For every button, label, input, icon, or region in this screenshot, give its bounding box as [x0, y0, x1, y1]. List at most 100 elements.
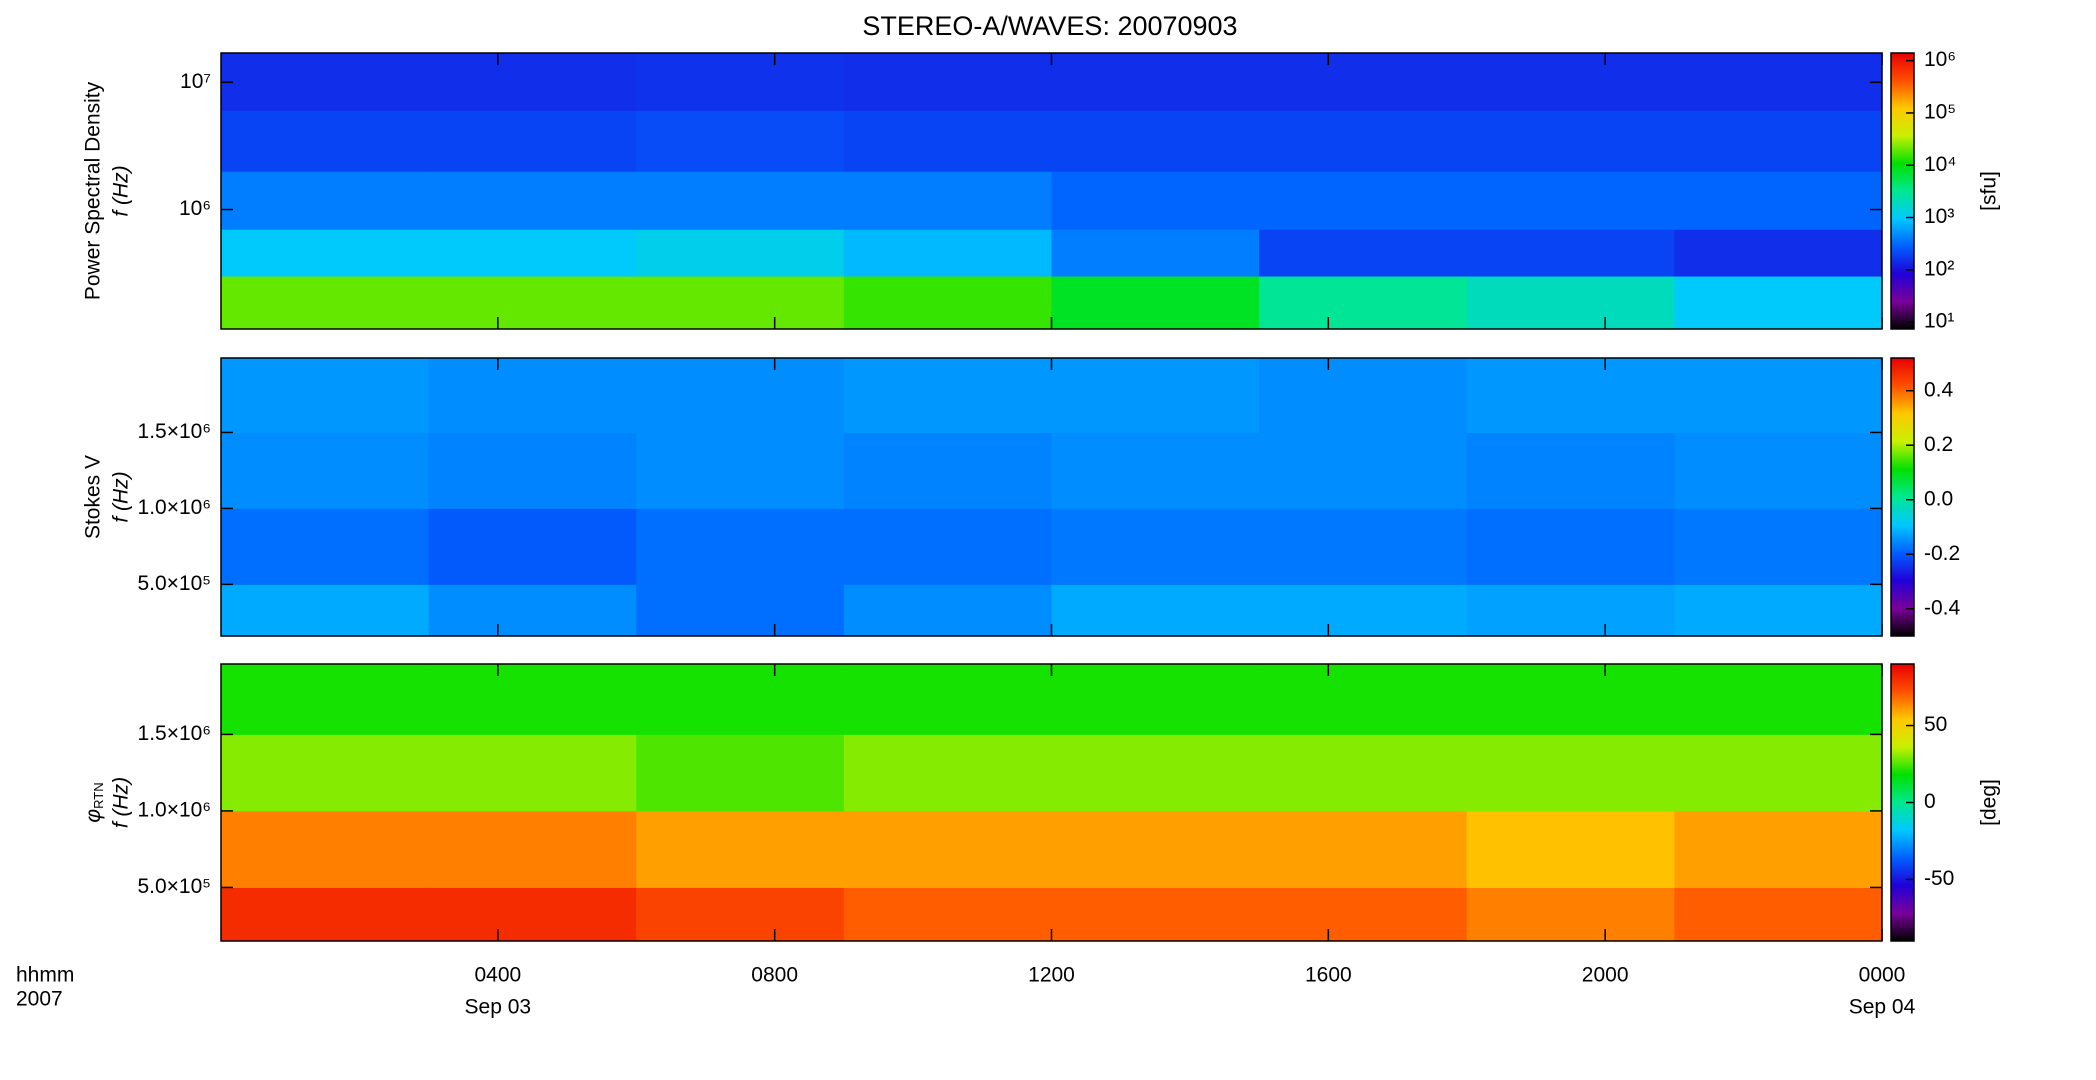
heatmap-cell [221, 508, 430, 585]
heatmap-cell [1051, 53, 1260, 112]
colorbar-tick-label: 10² [1924, 257, 1954, 280]
heatmap-cell [1674, 53, 1883, 112]
heatmap-cell [1674, 229, 1883, 277]
date-label: Sep 04 [1849, 996, 1916, 1019]
heatmap-cell [1259, 432, 1468, 509]
colorbar-tick-label: 10⁶ [1924, 48, 1956, 71]
heatmap-cell [843, 229, 1052, 277]
colorbar [1890, 357, 1915, 637]
heatmap-cell [428, 276, 637, 330]
chart-title: STEREO-A/WAVES: 20070903 [862, 11, 1237, 41]
heatmap-cell [428, 810, 637, 888]
heatmap-cell [428, 171, 637, 230]
y-tick-label: 10⁷ [180, 70, 211, 93]
y-tick-label: 1.0×10⁶ [138, 798, 211, 821]
date-label: Sep 03 [465, 996, 532, 1019]
y-axis-label: f (Hz) [110, 165, 133, 216]
heatmap-cell [221, 358, 430, 433]
heatmap-cell [428, 664, 637, 735]
heatmap-cell [1259, 584, 1468, 637]
colorbar-tick-label: -50 [1924, 867, 1954, 890]
y-axis-label: Power Spectral Density [82, 81, 105, 300]
heatmap-cell [636, 110, 845, 172]
colorbar-tick-label: 0 [1924, 790, 1936, 813]
heatmap-cell [1259, 110, 1468, 172]
colorbar-tick-label: 10⁵ [1924, 100, 1956, 123]
y-tick-label: 1.5×10⁶ [138, 420, 211, 443]
colorbar-tick-label: 10¹ [1924, 310, 1954, 333]
heatmap-cell [221, 734, 430, 812]
heatmap-cell [1051, 508, 1260, 585]
heatmap-cell [1466, 358, 1675, 433]
heatmap-cell [1466, 432, 1675, 509]
colorbar-tick-label: 10³ [1924, 205, 1954, 228]
colorbar-label: [sfu] [1978, 171, 2001, 211]
heatmap-cell [428, 229, 637, 277]
heatmap-cell [1259, 734, 1468, 812]
heatmap-cell [1051, 432, 1260, 509]
colorbar-tick-label: 0.2 [1924, 433, 1953, 456]
heatmap-cell [843, 584, 1052, 637]
heatmap-cell [1051, 171, 1260, 230]
heatmap-cell [221, 110, 430, 172]
heatmap-cell [221, 171, 430, 230]
heatmap-cell [843, 664, 1052, 735]
heatmap-cell [428, 584, 637, 637]
heatmap-cell [1674, 810, 1883, 888]
heatmap-cell [428, 887, 637, 942]
heatmap-cell [1466, 53, 1675, 112]
heatmap-cell [1051, 584, 1260, 637]
heatmap-cell [1466, 171, 1675, 230]
x-tick-label: 0400 [474, 964, 521, 987]
y-tick-label: 10⁶ [179, 197, 211, 220]
heatmap-cell [1259, 810, 1468, 888]
y-axis-symbol: φ [82, 809, 105, 823]
heatmap-cell [428, 432, 637, 509]
heatmap-cell [1259, 508, 1468, 585]
heatmap-cell [428, 53, 637, 112]
y-axis-label: φRTN [82, 782, 107, 822]
x-axis-label: hhmm [16, 964, 74, 987]
heatmap-cell [1674, 734, 1883, 812]
heatmap-cell [1466, 276, 1675, 330]
heatmap-cell [843, 887, 1052, 942]
heatmap-cell [1051, 110, 1260, 172]
heatmap-cell [843, 110, 1052, 172]
heatmap-cell [428, 110, 637, 172]
heatmap-cell [1259, 887, 1468, 942]
heatmap-cell [1259, 171, 1468, 230]
y-axis-label: Stokes V [82, 455, 105, 539]
heatmap-cell [1674, 276, 1883, 330]
heatmap-cell [221, 810, 430, 888]
y-tick-label: 5.0×10⁵ [137, 875, 211, 898]
colorbar-tick-label: -0.4 [1924, 596, 1961, 619]
heatmap-cell [1051, 810, 1260, 888]
heatmap-cell [1674, 508, 1883, 585]
heatmap-cell [843, 432, 1052, 509]
heatmap-cell [1466, 810, 1675, 888]
heatmap-cell [428, 358, 637, 433]
heatmap-cell [1674, 432, 1883, 509]
colorbar [1890, 52, 1915, 330]
heatmap-cell [1674, 584, 1883, 637]
x-tick-label: 0000 [1859, 964, 1906, 987]
colorbar-tick-label: 50 [1924, 713, 1947, 736]
y-axis-label: f (Hz) [110, 777, 133, 828]
x-tick-label: 0800 [751, 964, 798, 987]
heatmap-cell [1466, 664, 1675, 735]
y-axis-subscript: RTN [91, 782, 106, 808]
heatmap-cell [221, 53, 430, 112]
colorbar-tick-label: 0.0 [1924, 487, 1953, 510]
heatmap-cell [1466, 734, 1675, 812]
heatmap-cell [1051, 358, 1260, 433]
heatmap-cell [1259, 53, 1468, 112]
heatmap-cell [1466, 229, 1675, 277]
y-tick-label: 5.0×10⁵ [137, 572, 211, 595]
heatmap-cell [636, 229, 845, 277]
heatmap-cell [636, 810, 845, 888]
heatmap-cell [843, 508, 1052, 585]
x-tick-label: 1200 [1028, 964, 1075, 987]
heatmap-cell [1051, 276, 1260, 330]
heatmap-cell [636, 664, 845, 735]
